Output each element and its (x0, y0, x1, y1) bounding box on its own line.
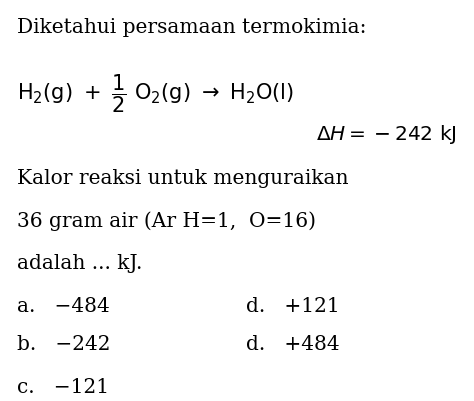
Text: Kalor reaksi untuk menguraikan: Kalor reaksi untuk menguraikan (17, 169, 348, 188)
Text: 36 gram air (Ar H=1,  O=16): 36 gram air (Ar H=1, O=16) (17, 211, 316, 231)
Text: $\mathrm{H_2(g)\ +\ \dfrac{1}{2}\ O_2(g)\ \rightarrow\ H_2O(l)}$: $\mathrm{H_2(g)\ +\ \dfrac{1}{2}\ O_2(g)… (17, 72, 294, 115)
Text: $\Delta \mathit{H} = -242\ \mathrm{kJ}$: $\Delta \mathit{H} = -242\ \mathrm{kJ}$ (316, 122, 457, 145)
Text: b.   −242: b. −242 (17, 334, 110, 354)
Text: Diketahui persamaan termokimia:: Diketahui persamaan termokimia: (17, 18, 366, 37)
Text: d.   +484: d. +484 (246, 334, 340, 354)
Text: d.   +121: d. +121 (246, 296, 340, 315)
Text: a.   −484: a. −484 (17, 296, 109, 315)
Text: adalah ... kJ.: adalah ... kJ. (17, 253, 142, 272)
Text: c.   −121: c. −121 (17, 377, 109, 396)
